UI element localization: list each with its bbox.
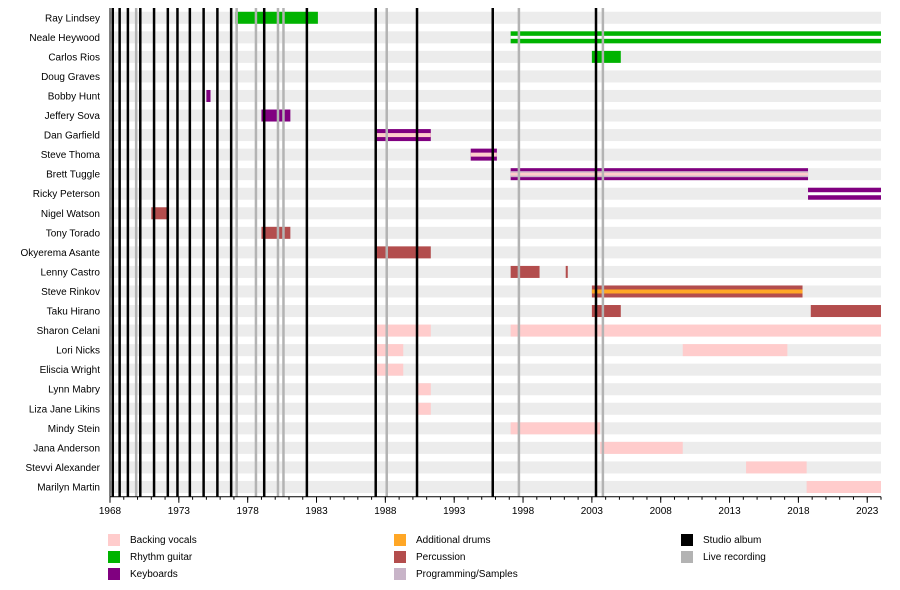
member-label: Taku Hirano xyxy=(47,307,101,318)
bar-backing_vocals xyxy=(510,324,881,337)
tick-label: 2003 xyxy=(581,506,604,517)
member-label: Brett Tuggle xyxy=(46,170,100,181)
bar-backing_vocals xyxy=(375,344,404,357)
row-band xyxy=(110,129,881,142)
tick-label: 1983 xyxy=(305,506,328,517)
tick-label: 1978 xyxy=(237,506,260,517)
row-band xyxy=(110,109,881,122)
bar-percussion xyxy=(151,207,168,220)
tick-label: 2018 xyxy=(787,506,810,517)
tick-label: 2008 xyxy=(650,506,673,517)
bar-backing_vocals xyxy=(417,383,431,396)
bar-percussion xyxy=(261,226,291,239)
member-label: Carlos Rios xyxy=(48,52,100,63)
row-band xyxy=(110,246,881,259)
row-band xyxy=(110,89,881,102)
member-label: Eliscia Wright xyxy=(40,365,101,376)
bar-backing_vocals xyxy=(806,480,881,493)
tick-label: 2023 xyxy=(856,506,879,517)
member-label: Jeffery Sova xyxy=(45,111,101,122)
tick-label: 2013 xyxy=(718,506,741,517)
bar-rhythm_guitar xyxy=(235,11,318,24)
member-label: Lynn Mabry xyxy=(48,385,100,396)
row-band xyxy=(110,50,881,63)
member-label: Dan Garfield xyxy=(44,131,100,142)
row-band xyxy=(110,305,881,318)
bar-percussion xyxy=(565,265,568,278)
member-label: Mindy Stein xyxy=(48,424,100,435)
row-band xyxy=(110,265,881,278)
bar-keyboards xyxy=(261,109,291,122)
member-label: Tony Torado xyxy=(46,228,101,239)
member-label: Ray Lindsey xyxy=(45,13,100,24)
member-label: Stevvi Alexander xyxy=(26,463,101,474)
tick-label: 1993 xyxy=(443,506,466,517)
bar-backing_vocals xyxy=(682,344,788,357)
row-band xyxy=(110,363,881,376)
member-label: Lori Nicks xyxy=(56,346,100,357)
row-band xyxy=(110,480,881,493)
bar-percussion xyxy=(810,305,881,318)
bar-backing_vocals xyxy=(375,363,404,376)
member-label: Marilyn Martin xyxy=(37,482,100,493)
bar-percussion xyxy=(510,265,540,278)
bar-backing_vocals xyxy=(375,133,431,138)
bar-percussion xyxy=(591,305,621,318)
member-label: Doug Graves xyxy=(41,72,100,83)
tick-label: 1998 xyxy=(512,506,535,517)
row-band xyxy=(110,383,881,396)
tick-label: 1973 xyxy=(168,506,191,517)
member-label: Bobby Hunt xyxy=(48,91,100,102)
member-label: Liza Jane Likins xyxy=(29,404,100,415)
row-band xyxy=(110,187,881,200)
bar-stripe xyxy=(510,35,881,39)
bar-additional_drums xyxy=(591,289,803,294)
tick-label: 1968 xyxy=(99,506,122,517)
member-label: Steve Thoma xyxy=(41,150,101,161)
row-band xyxy=(110,402,881,415)
row-band xyxy=(110,70,881,83)
member-label: Sharon Celani xyxy=(37,326,100,337)
row-band xyxy=(110,441,881,454)
bar-backing_vocals xyxy=(600,441,683,454)
member-label: Lenny Castro xyxy=(41,267,101,278)
bar-rhythm_guitar xyxy=(591,50,621,63)
member-label: Ricky Peterson xyxy=(33,189,100,200)
tick-label: 1988 xyxy=(374,506,397,517)
row-band xyxy=(110,226,881,239)
row-band xyxy=(110,207,881,220)
row-band xyxy=(110,461,881,474)
bar-backing_vocals xyxy=(510,172,809,176)
bar-backing_vocals xyxy=(746,461,807,474)
bar-keyboards xyxy=(206,89,211,102)
bar-percussion xyxy=(375,246,431,259)
row-band xyxy=(110,11,881,24)
bar-backing_vocals xyxy=(375,324,431,337)
member-label: Steve Rinkov xyxy=(41,287,100,298)
bar-backing_vocals xyxy=(510,422,601,435)
member-label: Okyerema Asante xyxy=(21,248,101,259)
bar-backing_vocals xyxy=(417,402,431,415)
member-label: Jana Anderson xyxy=(33,443,100,454)
member-label: Neale Heywood xyxy=(29,33,100,44)
row-band xyxy=(110,422,881,435)
bar-backing_vocals xyxy=(470,152,497,157)
member-label: Nigel Watson xyxy=(41,209,100,220)
bar-stripe xyxy=(808,192,881,196)
